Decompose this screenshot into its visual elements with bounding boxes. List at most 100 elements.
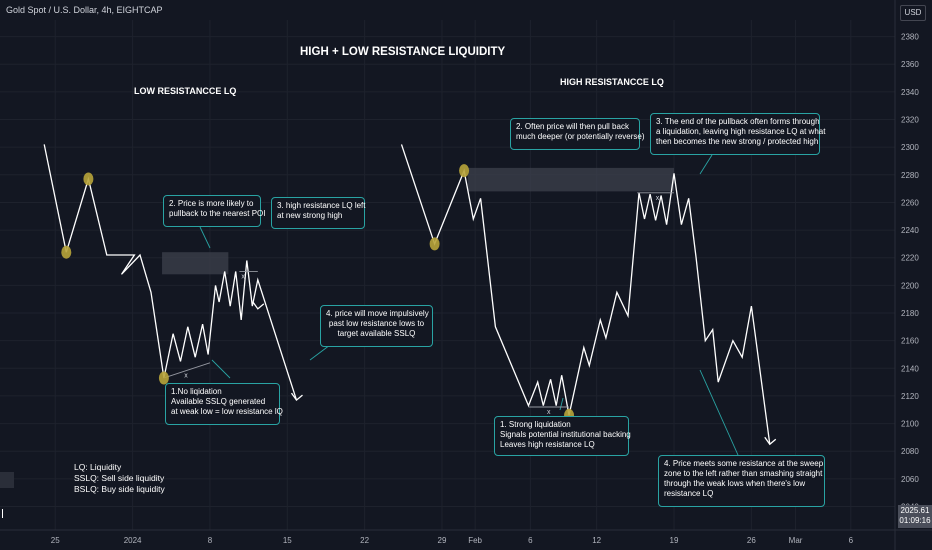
left-tick-marker: [2, 509, 3, 518]
note-line: 3. The end of the pullback often forms t…: [656, 117, 820, 126]
note-line: target available SSLQ: [337, 329, 416, 338]
poi-zones: [162, 167, 675, 275]
note-line: Leaves high resistance LQ: [500, 440, 595, 449]
note-connector: [559, 397, 564, 411]
time-tick-label: 26: [747, 536, 756, 545]
last-price-tag: 2025.61 01:09:16: [898, 505, 932, 528]
time-tick-label: 12: [592, 536, 601, 545]
note-line: through the weak lows when there's low: [664, 479, 806, 488]
price-tick-label: 2140: [901, 364, 919, 373]
poi-zone: [162, 252, 229, 275]
note-connector: [211, 359, 231, 379]
time-tick-label: 29: [438, 536, 447, 545]
chart-headline: HIGH + LOW RESISTANCE LIQUIDITY: [300, 46, 506, 58]
price-tick-label: 2300: [901, 143, 919, 152]
symbol-title[interactable]: Gold Spot / U.S. Dollar, 4h, EIGHTCAP: [6, 5, 163, 15]
note-line: 1.No liqidation: [171, 387, 222, 396]
note-line: 1. Strong liquidation: [500, 420, 571, 429]
note-right-4[interactable]: 4. Price meets some resistance at the sw…: [658, 455, 825, 507]
note-line: then becomes the new strong / protected …: [656, 137, 819, 146]
legend: LQ: Liquidity SSLQ: Sell side liquidity …: [74, 462, 165, 495]
poi-zone: [467, 167, 675, 192]
price-tick-label: 2220: [901, 254, 919, 263]
note-line: a liquidation, leaving high resistance L…: [656, 127, 826, 136]
note-line: Signals potential institutional backing: [500, 430, 631, 439]
note-line: at weak low = low resistance lQ: [171, 407, 283, 416]
price-tick-label: 2360: [901, 60, 919, 69]
time-tick-label: 2024: [124, 536, 142, 545]
legend-item: SSLQ: Sell side liquidity: [74, 473, 165, 483]
price-path: [400, 144, 771, 445]
note-line: pullback to the nearest POI: [169, 209, 266, 218]
chart-grid: [0, 20, 895, 530]
liquidity-dot: [429, 237, 440, 251]
section-title-left: LOW RESISTANCCE LQ: [134, 86, 237, 96]
price-tick-label: 2340: [901, 88, 919, 97]
time-tick-label: Feb: [468, 536, 482, 545]
note-connector: [699, 369, 739, 456]
legend-item: LQ: Liquidity: [74, 462, 122, 472]
note-line: 4. price will move impulsively: [326, 309, 429, 318]
note-right-3[interactable]: 3. The end of the pullback often forms t…: [650, 113, 826, 155]
time-tick-label: 6: [528, 536, 533, 545]
price-tick-label: 2380: [901, 33, 919, 42]
sweep-marker: x: [184, 372, 188, 379]
time-tick-label: Mar: [789, 536, 803, 545]
price-tick-label: 2320: [901, 116, 919, 125]
note-left-1[interactable]: 1.No liqidation Available SSLQ generated…: [165, 383, 283, 425]
price-path: [43, 144, 298, 401]
liquidity-dot: [83, 172, 94, 186]
note-connector: [699, 154, 713, 175]
note-right-2[interactable]: 2. Often price will then pull back much …: [510, 118, 645, 150]
liquidity-dot: [61, 245, 72, 259]
price-tick-label: 2200: [901, 281, 919, 290]
sweep-marker: x: [241, 274, 245, 281]
liquidity-lines: x x x x: [163, 192, 675, 416]
note-left-4[interactable]: 4. price will move impulsively past low …: [320, 305, 433, 347]
time-tick-label: 15: [283, 536, 292, 545]
note-line: at new strong high: [277, 211, 343, 220]
time-tick-label: 8: [208, 536, 213, 545]
price-tick-label: 2260: [901, 198, 919, 207]
price-tick-label: 2180: [901, 309, 919, 318]
liquidity-dot: [158, 371, 169, 385]
price-tick-label: 2120: [901, 392, 919, 401]
note-line: 2. Often price will then pull back: [516, 122, 629, 131]
liquidity-line: [163, 362, 211, 379]
note-line: 4. Price meets some resistance at the sw…: [664, 459, 824, 468]
price-arrowhead: [290, 392, 303, 402]
note-connector: [199, 226, 211, 249]
price-tick-label: 2100: [901, 420, 919, 429]
currency-button[interactable]: USD: [900, 5, 926, 21]
liquidity-dot: [459, 164, 470, 178]
note-left-2[interactable]: 2. Price is more likely to pullback to t…: [163, 195, 266, 227]
time-tick-label: 25: [51, 536, 60, 545]
note-right-1[interactable]: 1. Strong liquidation Signals potential …: [494, 416, 631, 456]
price-tick-label: 2280: [901, 171, 919, 180]
note-line: resistance LQ: [664, 489, 714, 498]
note-line: 3. high resistance LQ left: [277, 201, 366, 210]
price-tick-label: 2060: [901, 475, 919, 484]
note-connector: [309, 344, 331, 361]
section-title-right: HIGH RESISTANCCE LQ: [560, 77, 664, 87]
note-left-3[interactable]: 3. high resistance LQ left at new strong…: [271, 197, 366, 229]
time-tick-label: 6: [849, 536, 854, 545]
sweep-marker: x: [656, 195, 660, 202]
price-tick-label: 2160: [901, 337, 919, 346]
price-lines: [43, 144, 777, 446]
left-scroll-marker[interactable]: [0, 472, 14, 488]
bar-countdown: 01:09:16: [899, 516, 931, 525]
sweep-marker: x: [547, 409, 551, 416]
price-arrowhead: [252, 301, 265, 310]
note-line: Available SSLQ generated: [171, 397, 266, 406]
price-tick-label: 2240: [901, 226, 919, 235]
note-line: past low resistance lows to: [328, 319, 425, 328]
last-price-value: 2025.61: [900, 506, 930, 515]
price-tick-label: 2080: [901, 447, 919, 456]
note-line: zone to the left rather than smashing st…: [664, 469, 823, 478]
time-tick-label: 22: [360, 536, 369, 545]
legend-item: BSLQ: Buy side liquidity: [74, 484, 165, 494]
note-line: much deeper (or potentially reverse): [516, 132, 645, 141]
note-connectors: [199, 154, 739, 456]
